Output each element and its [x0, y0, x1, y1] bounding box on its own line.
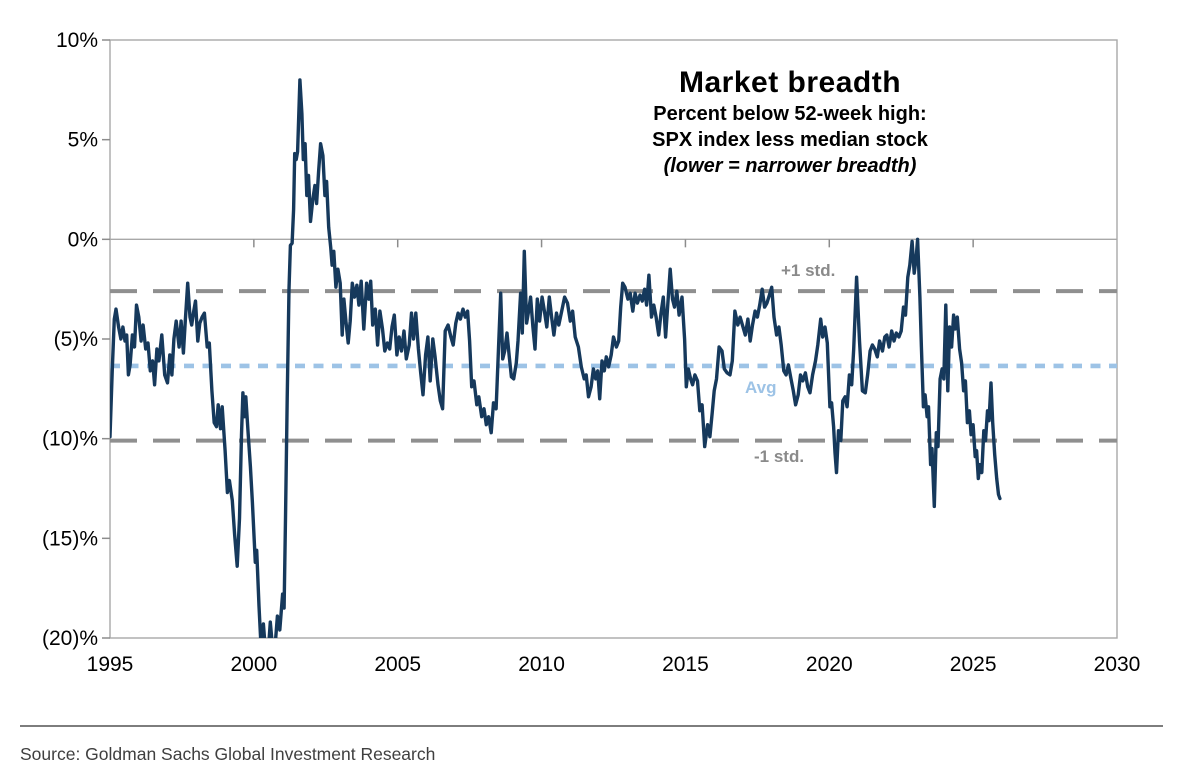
avg-label: Avg — [745, 378, 777, 397]
y-axis-label-(15)%: (15)% — [42, 527, 98, 550]
plus-1-std-label: +1 std. — [781, 261, 836, 280]
y-axis-labels: 10% 5% 0% (5)% (10)% (15)% (20)% — [42, 29, 98, 650]
x-axis-label-2025: 2025 — [950, 653, 997, 676]
x-axis-label-1995: 1995 — [87, 653, 134, 676]
x-axis-label-2030: 2030 — [1094, 653, 1141, 676]
minus-1-std-label: -1 std. — [754, 447, 805, 466]
y-axis-label-5%: 5% — [68, 129, 98, 152]
breadth-line — [110, 78, 1002, 638]
y-axis-label-0%: 0% — [68, 228, 98, 251]
x-axis-labels: 1995 2000 2005 2010 2015 2020 2025 2030 — [87, 653, 1141, 676]
source-divider — [20, 725, 1163, 727]
x-axis-label-2000: 2000 — [230, 653, 277, 676]
x-axis-ticks — [253, 239, 974, 248]
source-text: Source: Goldman Sachs Global Investment … — [20, 744, 436, 764]
x-axis-label-2005: 2005 — [374, 653, 421, 676]
x-axis-label-2020: 2020 — [806, 653, 853, 676]
breadth-chart: 10% 5% 0% (5)% (10)% (15)% (20)% 1995 2000 2005 2… — [42, 29, 1141, 676]
y-axis-label-(5)%: (5)% — [54, 328, 98, 351]
x-axis-label-2015: 2015 — [662, 653, 709, 676]
y-axis-label-(20)%: (20)% — [42, 627, 98, 650]
y-axis-label-10%: 10% — [56, 29, 98, 52]
y-axis-ticks — [102, 39, 110, 639]
x-axis-label-2010: 2010 — [518, 653, 565, 676]
y-axis-label-(10)%: (10)% — [42, 428, 98, 451]
